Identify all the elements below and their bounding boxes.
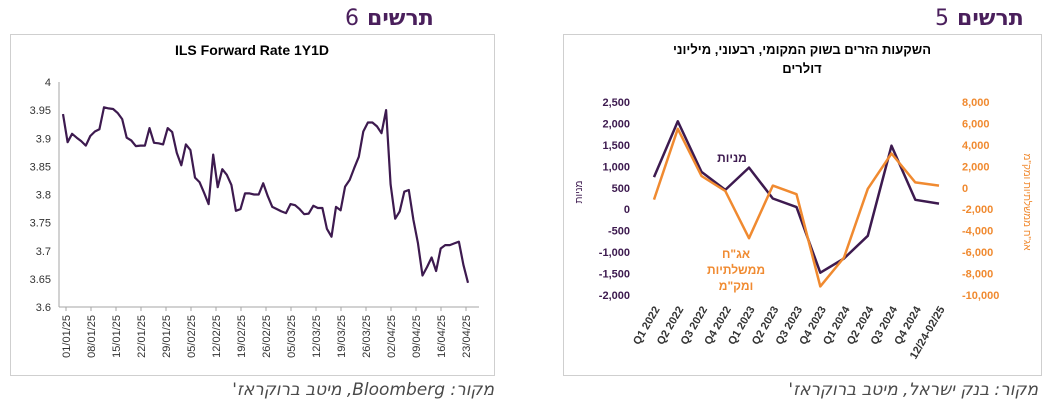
right-y-tick-label: 0 — [962, 183, 968, 195]
chart5-source: מקור: בנק ישראל, מיטב ברוקראז' — [788, 380, 1038, 400]
left-y-tick-label: -2,000 — [599, 290, 630, 302]
right-y-tick-label: -10,000 — [962, 290, 999, 302]
y-tick-label: 3.95 — [30, 105, 51, 117]
x-tick-label: 09/04/25 — [411, 315, 423, 358]
right-y-tick-label: 8,000 — [962, 97, 990, 109]
right-y-tick-label: -2,000 — [962, 204, 993, 216]
equities-annotation: מניות — [717, 151, 747, 165]
foreign-investment-title-line2: דולרים — [782, 61, 822, 76]
left-y-tick-label: -1,500 — [599, 269, 630, 281]
y-tick-label: 3.9 — [36, 133, 51, 145]
chart6-source: מקור: Bloomberg, מיטב ברוקראז' — [232, 380, 494, 400]
x-tick-label: 22/01/25 — [136, 315, 148, 358]
left-y-tick-label: 1,000 — [602, 161, 630, 173]
y-tick-label: 3.8 — [36, 190, 51, 202]
x-tick-label: 23/04/25 — [461, 315, 473, 358]
chart6-heading: תרשים 6 — [345, 6, 434, 32]
x-tick-label: 01/01/25 — [61, 315, 73, 358]
bonds-line — [652, 127, 940, 288]
chart5-heading-word: תרשים — [957, 6, 1024, 31]
left-y-tick-label: 2,500 — [602, 97, 630, 109]
bonds-annotation-line2: ממשלתיות — [707, 263, 765, 277]
x-tick-label: 16/04/25 — [436, 315, 448, 358]
chart5-heading-number: 5 — [935, 6, 949, 31]
x-tick-label: 15/01/25 — [111, 315, 123, 358]
x-tick-label: 05/03/25 — [286, 315, 298, 358]
right-y-tick-label: 2,000 — [962, 161, 990, 173]
chart6-heading-number: 6 — [345, 6, 359, 31]
left-y-tick-label: 0 — [624, 204, 630, 216]
foreign-investment-title-line1: השקעות הזרים בשוק המקומי, רבעוני, מיליונ… — [673, 42, 931, 57]
left-y-tick-label: 2,000 — [602, 118, 630, 130]
chart6-panel: ILS Forward Rate 1Y1D 4 3.95 3.9 3.85 3.8 3.7… — [10, 34, 495, 376]
right-y-tick-label: -4,000 — [962, 226, 993, 238]
right-axis-label: אג"ח ממשלתיות ומק"מ — [1021, 154, 1033, 252]
x-tick-label: 02/04/25 — [386, 315, 398, 358]
x-tick-label: 12/02/25 — [211, 315, 223, 358]
left-y-tick-label: -1,000 — [599, 247, 630, 259]
y-tick-label: 3.65 — [30, 274, 51, 286]
chart5-panel: השקעות הזרים בשוק המקומי, רבעוני, מיליונ… — [563, 34, 1042, 376]
y-tick-label: 3.6 — [36, 302, 51, 314]
equities-line — [652, 120, 940, 274]
bonds-annotation-line1: אג"ח — [722, 247, 750, 261]
x-tick-label: 19/03/25 — [336, 315, 348, 358]
right-y-tick-label: -6,000 — [962, 247, 993, 259]
x-tick-label: 08/01/25 — [86, 315, 98, 358]
right-y-tick-label: 6,000 — [962, 118, 990, 130]
y-tick-label: 3.75 — [30, 218, 51, 230]
foreign-investment-chart: השקעות הזרים בשוק המקומי, רבעוני, מיליונ… — [574, 42, 1033, 361]
forward-rate-line — [61, 106, 470, 284]
x-tick-label: 05/02/25 — [186, 315, 198, 358]
x-tick-label: 26/03/25 — [361, 315, 373, 358]
chart6-heading-word: תרשים — [367, 6, 434, 31]
bonds-annotation-line3: ומק"מ — [719, 279, 753, 293]
y-tick-label: 4 — [45, 77, 51, 89]
left-y-tick-label: -500 — [608, 226, 630, 238]
forward-rate-chart: ILS Forward Rate 1Y1D 4 3.95 3.9 3.85 3.8 3.7… — [30, 42, 479, 358]
left-axis-label: מניות — [574, 180, 585, 203]
y-tick-label: 3.7 — [36, 246, 51, 258]
left-y-tick-label: 500 — [612, 183, 630, 195]
chart5-heading: תרשים 5 — [935, 6, 1024, 32]
x-tick-label: 26/02/25 — [261, 315, 273, 358]
x-tick-label: 29/01/25 — [161, 315, 173, 358]
left-y-tick-label: 1,500 — [602, 140, 630, 152]
right-y-tick-label: 4,000 — [962, 140, 990, 152]
forward-rate-title: ILS Forward Rate 1Y1D — [175, 42, 329, 58]
x-tick-label: 12/03/25 — [311, 315, 323, 358]
right-y-tick-label: -8,000 — [962, 269, 993, 281]
y-tick-label: 3.85 — [30, 161, 51, 173]
x-tick-label: 19/02/25 — [236, 315, 248, 358]
